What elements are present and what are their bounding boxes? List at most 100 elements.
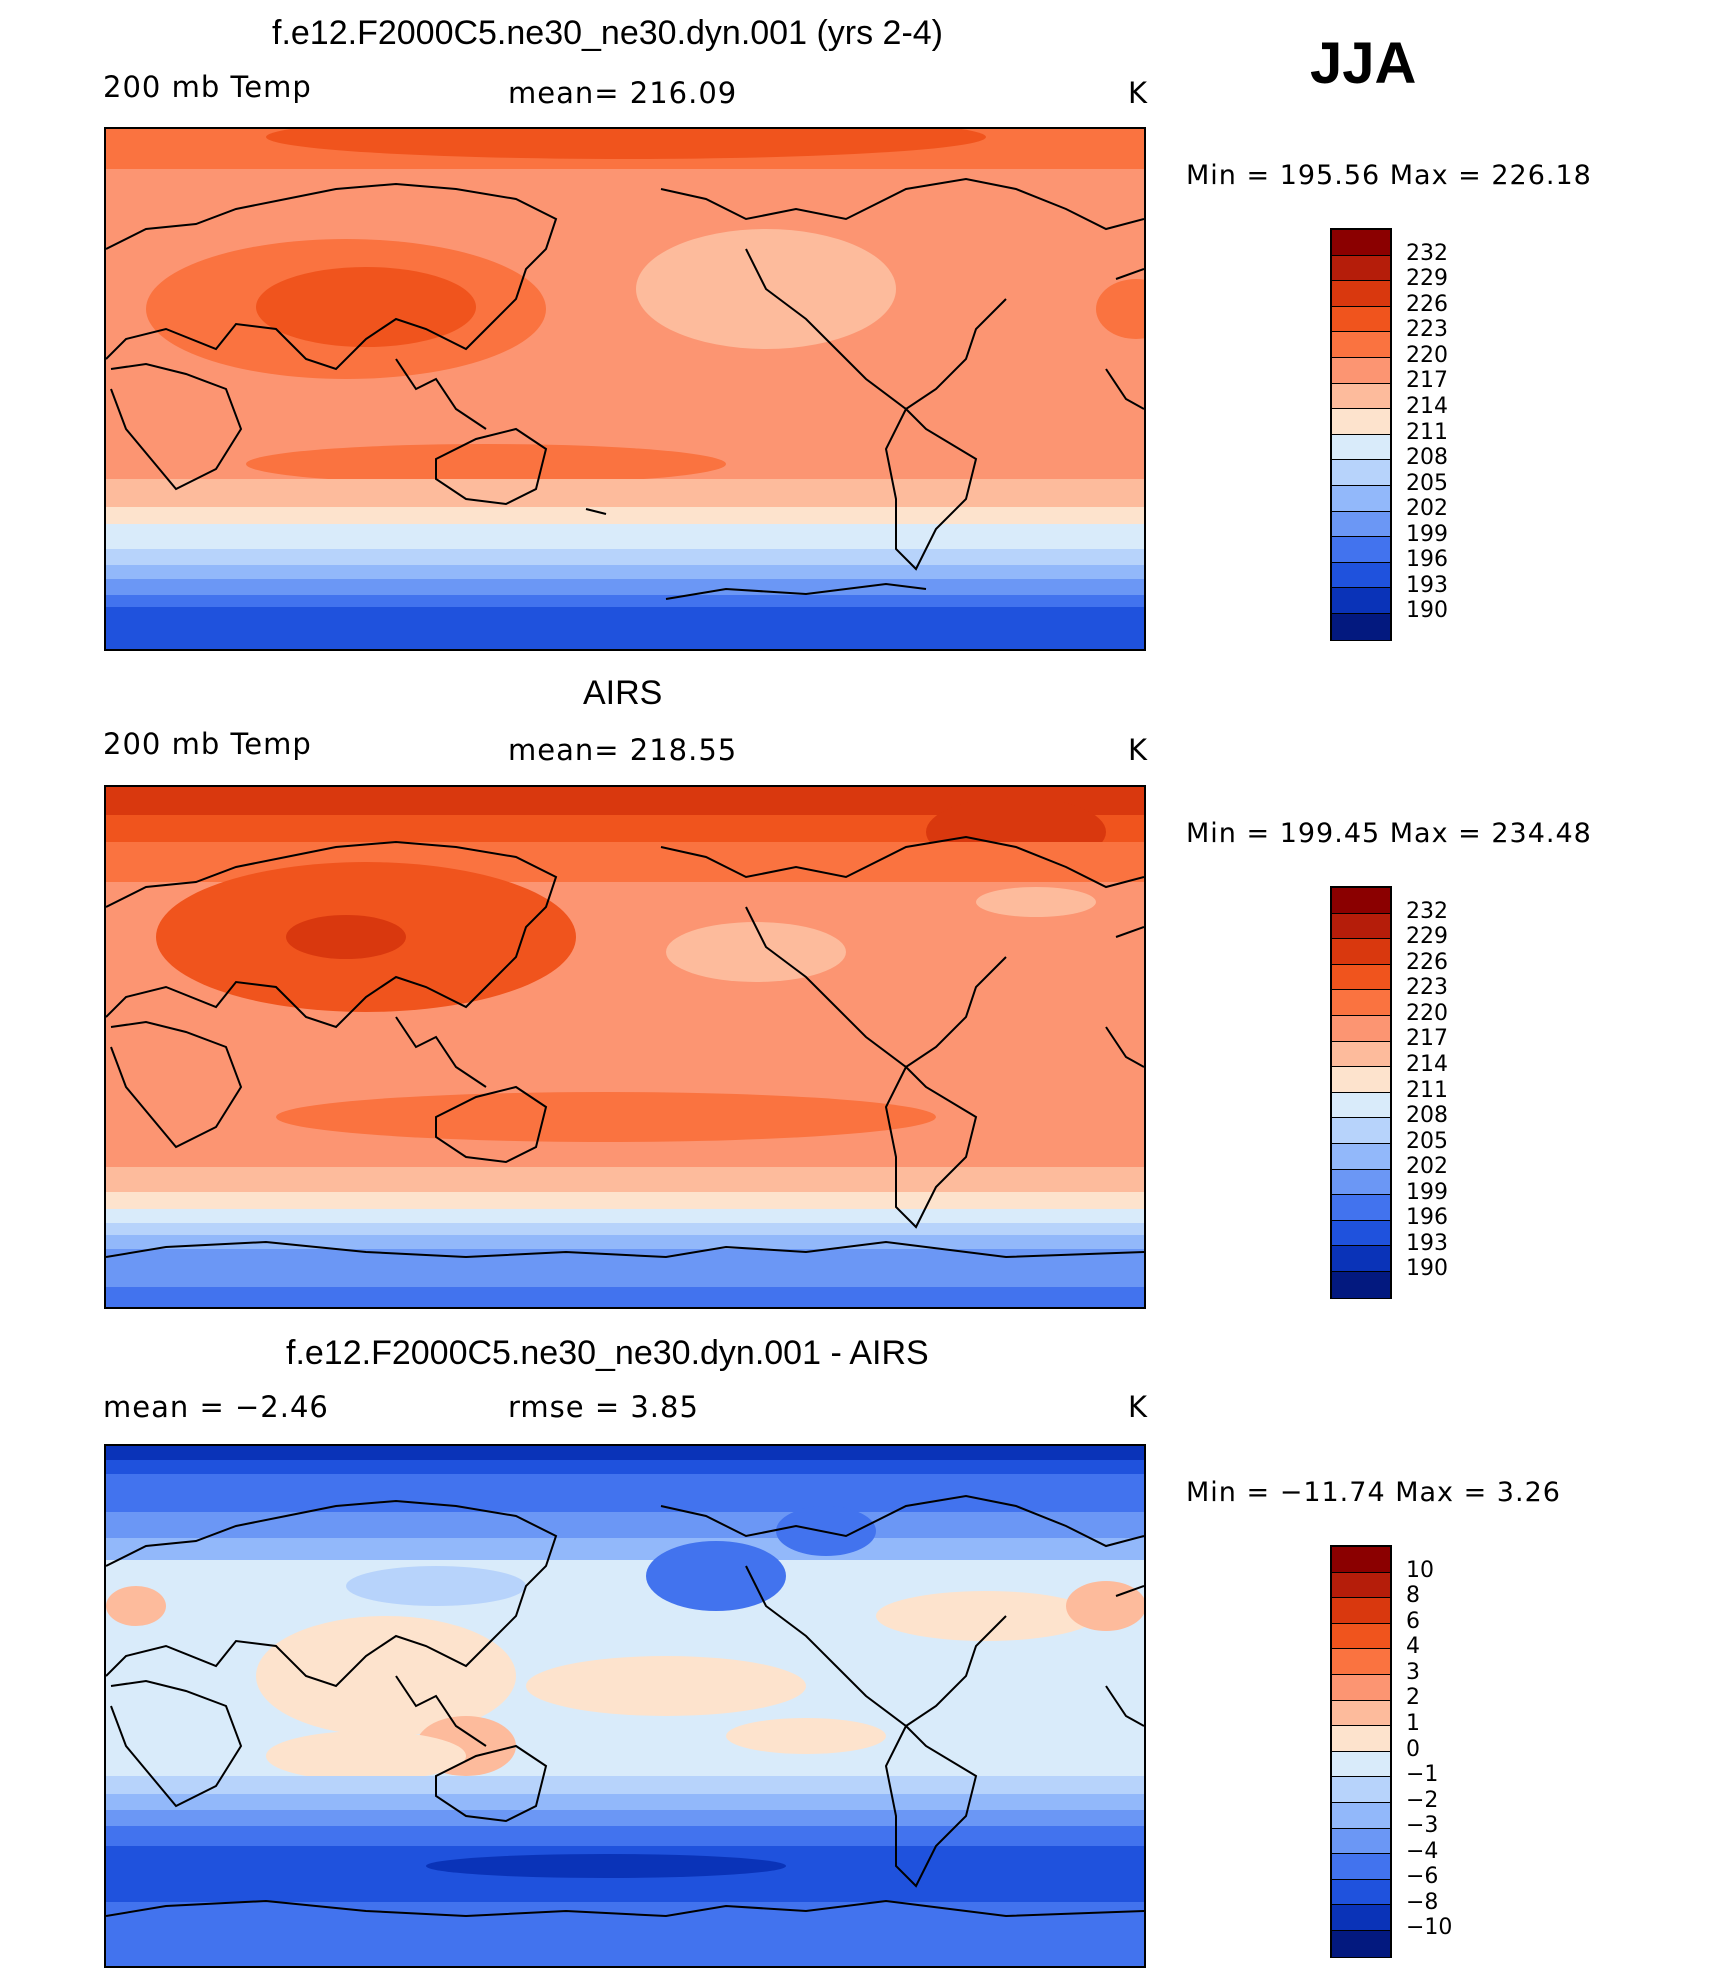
colorbar-tick-label: 193 [1406,1230,1448,1256]
colorbar-tick-label: 10 [1406,1557,1434,1583]
colorbar-swatch [1332,1195,1390,1221]
colorbar-swatch [1332,1169,1390,1196]
colorbar-swatch [1332,1246,1390,1272]
panel-3-map-canvas [106,1446,1144,1966]
colorbar-tick-label: −1 [1406,1762,1439,1788]
panel-2-unit: K [1128,733,1149,767]
panel-1-colorbar [1330,228,1392,641]
colorbar-tick-label: 208 [1406,445,1448,471]
panel-3-unit: K [1128,1390,1149,1424]
colorbar-swatch [1332,1547,1390,1573]
colorbar-tick-label: 190 [1406,598,1448,624]
colorbar-tick-label: −2 [1406,1787,1439,1813]
colorbar-tick-label: −4 [1406,1838,1439,1864]
panel-1-map [104,127,1146,651]
colorbar-swatch [1332,537,1390,563]
panel-3-colorbar [1330,1545,1392,1958]
colorbar-swatch [1332,1930,1390,1957]
colorbar-swatch [1332,230,1390,256]
colorbar-swatch [1332,1572,1390,1599]
colorbar-tick-label: 196 [1406,1205,1448,1231]
colorbar-tick-label: 223 [1406,317,1448,343]
colorbar-swatch [1332,281,1390,307]
colorbar-tick-label: −6 [1406,1864,1439,1890]
colorbar-swatch [1332,913,1390,940]
panel-1-unit: K [1128,76,1149,110]
colorbar-swatch [1332,434,1390,461]
colorbar-tick-label: −8 [1406,1889,1439,1915]
colorbar-tick-label: 202 [1406,1154,1448,1180]
colorbar-swatch [1332,1726,1390,1752]
panel-1-map-canvas [106,129,1144,649]
panel-3-mean-label: mean = −2.46 [103,1390,329,1424]
colorbar-swatch [1332,1905,1390,1931]
colorbar-tick-label: 199 [1406,521,1448,547]
colorbar-tick-label: 214 [1406,393,1448,419]
colorbar-swatch [1332,990,1390,1016]
colorbar-tick-label: 208 [1406,1103,1448,1129]
colorbar-swatch [1332,1674,1390,1701]
colorbar-swatch [1332,964,1390,991]
colorbar-swatch [1332,485,1390,512]
panel-3-map [104,1444,1146,1968]
colorbar-swatch [1332,1777,1390,1803]
colorbar-tick-label: 232 [1406,898,1448,924]
colorbar-swatch [1332,1015,1390,1042]
colorbar-swatch [1332,1092,1390,1119]
colorbar-swatch [1332,1751,1390,1778]
colorbar-swatch [1332,409,1390,435]
season-label: JJA [1310,31,1417,96]
colorbar-swatch [1332,1828,1390,1855]
colorbar-swatch [1332,332,1390,358]
colorbar-swatch [1332,306,1390,333]
colorbar-tick-label: 0 [1406,1736,1420,1762]
colorbar-swatch [1332,1143,1390,1170]
colorbar-swatch [1332,511,1390,538]
colorbar-swatch [1332,1854,1390,1880]
panel-1-mean-label: mean= 216.09 [508,76,738,110]
colorbar-tick-label: 1 [1406,1710,1420,1736]
colorbar-swatch [1332,1623,1390,1650]
colorbar-tick-label: 229 [1406,924,1448,950]
panel-1-variable-label: 200 mb Temp [103,70,312,104]
colorbar-tick-label: 2 [1406,1685,1420,1711]
panel-2-map-canvas [106,787,1144,1307]
colorbar-tick-label: 199 [1406,1179,1448,1205]
colorbar-tick-label: −3 [1406,1813,1439,1839]
colorbar-swatch [1332,888,1390,914]
colorbar-tick-label: 220 [1406,1000,1448,1026]
colorbar-swatch [1332,1802,1390,1829]
panel-2-title: AIRS [583,674,663,712]
colorbar-tick-label: 3 [1406,1659,1420,1685]
colorbar-tick-label: 4 [1406,1634,1420,1660]
colorbar-swatch [1332,383,1390,410]
panel-2-colorbar [1330,886,1392,1299]
colorbar-swatch [1332,1700,1390,1727]
colorbar-tick-label: 211 [1406,1077,1448,1103]
colorbar-swatch [1332,1220,1390,1247]
colorbar-tick-label: 8 [1406,1583,1420,1609]
colorbar-swatch [1332,357,1390,384]
colorbar-swatch [1332,1271,1390,1298]
colorbar-tick-label: 211 [1406,419,1448,445]
colorbar-tick-label: 6 [1406,1608,1420,1634]
colorbar-tick-label: 217 [1406,1026,1448,1052]
panel-3-rmse-label: rmse = 3.85 [508,1390,699,1424]
colorbar-tick-label: 220 [1406,342,1448,368]
colorbar-tick-label: 202 [1406,496,1448,522]
colorbar-tick-label: 190 [1406,1256,1448,1282]
panel-2-mean-label: mean= 218.55 [508,733,738,767]
colorbar-tick-label: 223 [1406,975,1448,1001]
colorbar-tick-label: 229 [1406,266,1448,292]
panel-1-title: f.e12.F2000C5.ne30_ne30.dyn.001 (yrs 2-4… [272,14,944,52]
colorbar-tick-label: 226 [1406,291,1448,317]
colorbar-tick-label: 205 [1406,1128,1448,1154]
colorbar-swatch [1332,1067,1390,1093]
colorbar-swatch [1332,1879,1390,1906]
colorbar-swatch [1332,1649,1390,1675]
colorbar-tick-label: 232 [1406,240,1448,266]
colorbar-swatch [1332,460,1390,486]
colorbar-swatch [1332,939,1390,965]
colorbar-tick-label: 226 [1406,949,1448,975]
colorbar-swatch [1332,613,1390,640]
